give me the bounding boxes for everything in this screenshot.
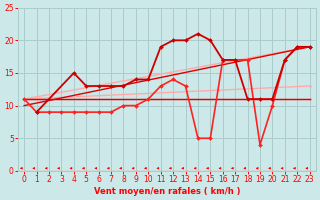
X-axis label: Vent moyen/en rafales ( km/h ): Vent moyen/en rafales ( km/h ) xyxy=(94,187,240,196)
